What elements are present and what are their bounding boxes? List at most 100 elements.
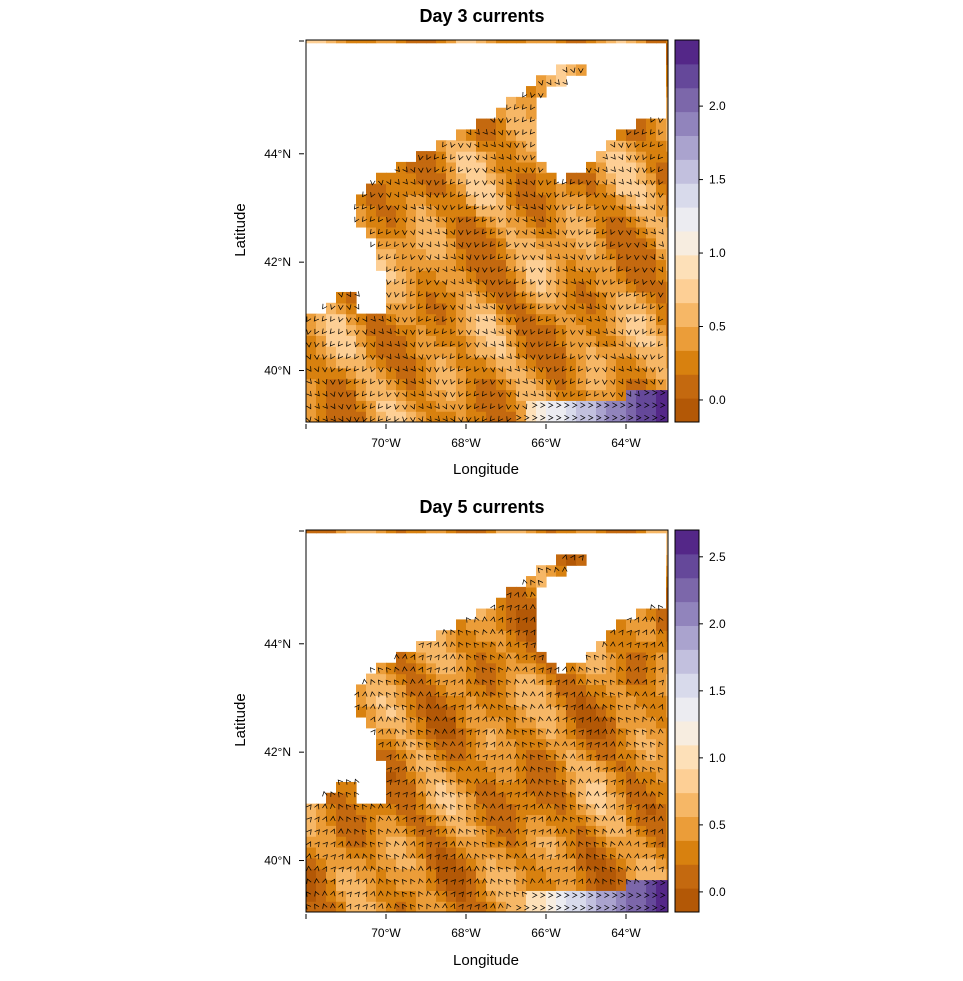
field-cell: [606, 238, 617, 249]
field-cell: [576, 782, 587, 793]
field-cell: [316, 836, 327, 847]
field-cell: [436, 847, 447, 858]
field-cell: [606, 663, 617, 674]
field-cell: [536, 684, 547, 695]
field-cell: [466, 129, 477, 140]
field-cell: [516, 346, 527, 357]
field-cell: [416, 238, 427, 249]
field-cell: [476, 151, 487, 162]
field-cell: [436, 706, 447, 717]
field-cell: [656, 652, 667, 663]
field-cell: [596, 314, 607, 325]
field-cell: [596, 292, 607, 303]
field-cell: [536, 890, 547, 901]
colorbar-swatch: [675, 327, 699, 351]
field-cell: [326, 346, 337, 357]
field-cell: [576, 314, 587, 325]
field-cell: [636, 630, 647, 641]
field-cell: [596, 184, 607, 195]
field-cell: [496, 173, 507, 184]
field-cell: [396, 314, 407, 325]
field-cell: [426, 522, 437, 533]
field-cell: [636, 793, 647, 804]
field-cell: [356, 901, 367, 912]
field-cell: [376, 522, 387, 533]
field-cell: [626, 782, 637, 793]
field-cell: [556, 270, 567, 281]
field-cell: [516, 522, 527, 533]
field-cell: [496, 151, 507, 162]
colorbar-swatch: [675, 673, 699, 697]
field-cell: [376, 847, 387, 858]
field-cell: [366, 357, 377, 368]
field-cell: [496, 324, 507, 335]
field-cell: [596, 695, 607, 706]
field-cell: [476, 32, 487, 43]
field-cell: [556, 879, 567, 890]
field-cell: [476, 652, 487, 663]
field-cell: [636, 522, 647, 533]
field-cell: [456, 184, 467, 195]
field-cell: [656, 782, 667, 793]
field-cell: [656, 728, 667, 739]
field-cell: [416, 836, 427, 847]
field-cell: [656, 836, 667, 847]
field-cell: [486, 652, 497, 663]
field-cell: [636, 814, 647, 825]
field-cell: [516, 771, 527, 782]
field-cell: [656, 119, 667, 130]
field-cell: [416, 684, 427, 695]
field-cell: [356, 847, 367, 858]
field-cell: [306, 522, 317, 533]
field-cell: [456, 804, 467, 815]
field-cell: [616, 357, 627, 368]
field-cell: [426, 695, 437, 706]
field-cell: [416, 847, 427, 858]
colorbar: 0.00.51.01.52.02.5: [675, 530, 726, 913]
field-cell: [506, 619, 517, 630]
field-cell: [426, 869, 437, 880]
field-cell: [336, 32, 347, 43]
field-cell: [436, 270, 447, 281]
field-cell: [366, 216, 377, 227]
field-cell: [366, 184, 377, 195]
colorbar-swatch: [675, 840, 699, 864]
field-cell: [396, 706, 407, 717]
field-cell: [636, 259, 647, 270]
field-cell: [476, 641, 487, 652]
field-cell: [336, 793, 347, 804]
field-cell: [576, 804, 587, 815]
field-cell: [576, 411, 587, 422]
field-cell: [576, 695, 587, 706]
field-cell: [476, 717, 487, 728]
colorbar-swatch: [675, 697, 699, 721]
field-cell: [636, 151, 647, 162]
field-cell: [316, 324, 327, 335]
field-cell: [396, 674, 407, 685]
field-cell: [436, 324, 447, 335]
field-cell: [526, 292, 537, 303]
field-cell: [526, 728, 537, 739]
field-cell: [616, 303, 627, 314]
field-cell: [436, 630, 447, 641]
field-cell: [476, 259, 487, 270]
field-cell: [546, 389, 557, 400]
field-cell: [306, 411, 317, 422]
field-cell: [596, 411, 607, 422]
field-cell: [596, 717, 607, 728]
field-cell: [416, 184, 427, 195]
field-cell: [516, 184, 527, 195]
field-cell: [396, 793, 407, 804]
field-cell: [436, 357, 447, 368]
field-cell: [516, 641, 527, 652]
field-cell: [476, 324, 487, 335]
field-cell: [516, 825, 527, 836]
field-cell: [336, 357, 347, 368]
field-cell: [336, 847, 347, 858]
field-cell: [556, 194, 567, 205]
current-arrow: [370, 668, 375, 673]
x-axis-title: Longitude: [453, 952, 519, 969]
colorbar-swatch: [675, 183, 699, 207]
field-cell: [496, 782, 507, 793]
field-cell: [606, 216, 617, 227]
